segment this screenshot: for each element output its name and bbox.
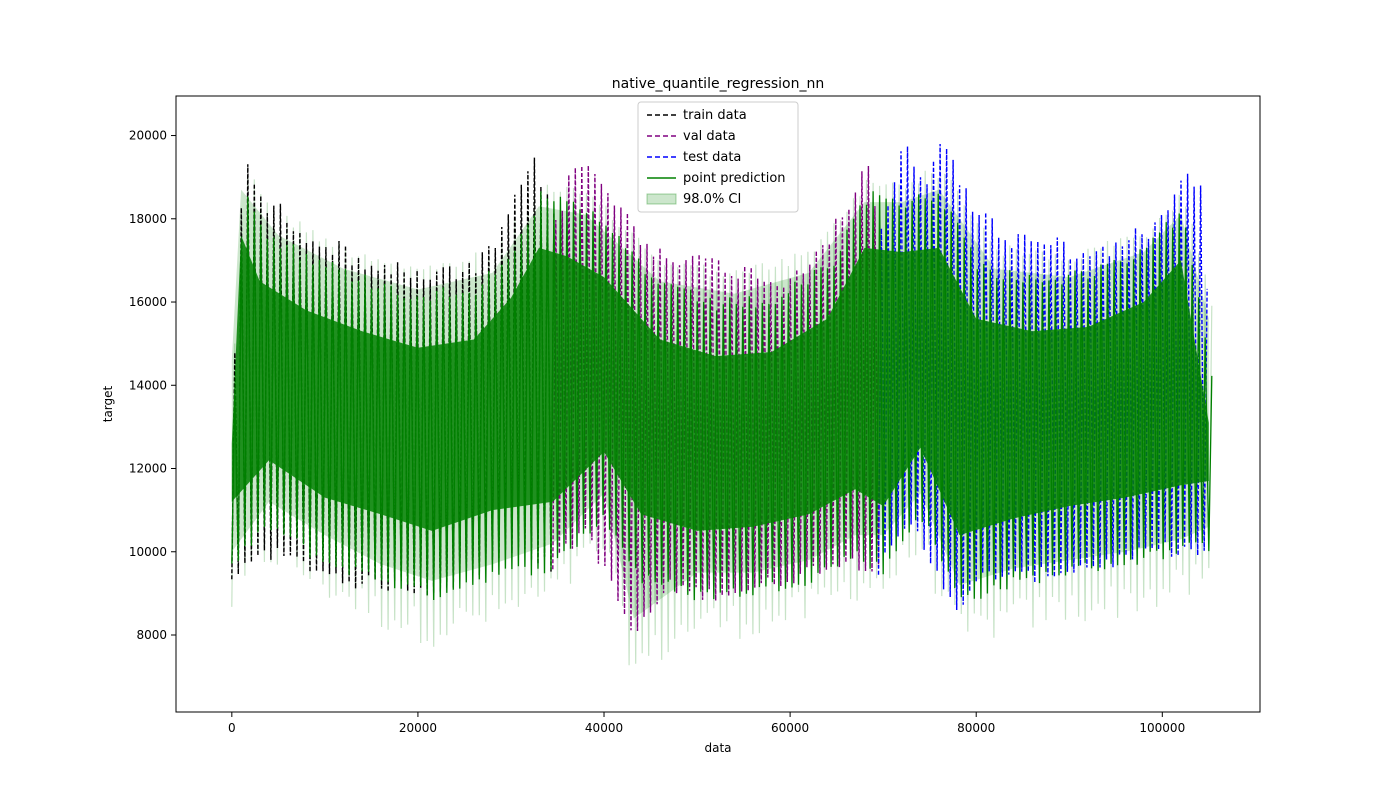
- legend-label: 98.0% CI: [683, 192, 741, 207]
- y-axis: 8000 10000 12000 14000 16000 18000 20000: [129, 129, 176, 642]
- x-tick-label: 20000: [399, 721, 437, 735]
- legend-label: train data: [683, 108, 747, 123]
- x-tick-label: 100000: [1139, 721, 1185, 735]
- x-tick-label: 0: [228, 721, 236, 735]
- x-tick-label: 80000: [957, 721, 995, 735]
- legend-item: point prediction: [647, 171, 786, 186]
- y-axis-label: target: [101, 385, 115, 422]
- plot-area: [231, 143, 1213, 666]
- chart-title: native_quantile_regression_nn: [612, 76, 825, 92]
- legend-item: val data: [647, 129, 736, 144]
- series-test-data: [877, 143, 1208, 611]
- legend-swatch: [646, 193, 677, 205]
- legend-item: train data: [647, 108, 747, 123]
- x-tick-label: 40000: [585, 721, 623, 735]
- x-tick-label: 60000: [771, 721, 809, 735]
- legend-box: [637, 101, 799, 213]
- legend-label: val data: [683, 129, 736, 144]
- y-tick-label: 8000: [136, 628, 167, 642]
- y-tick-label: 10000: [129, 545, 167, 559]
- legend-label: point prediction: [683, 171, 786, 186]
- y-tick-label: 20000: [129, 129, 167, 143]
- y-tick-label: 12000: [129, 462, 167, 476]
- y-tick-label: 16000: [129, 295, 167, 309]
- series-point-prediction-core: [231, 235, 1209, 536]
- y-tick-label: 18000: [129, 212, 167, 226]
- legend-item: 98.0% CI: [646, 192, 741, 207]
- legend-label: test data: [683, 150, 741, 165]
- y-tick-label: 14000: [129, 378, 167, 392]
- legend: train data val data test data point predict…: [637, 101, 799, 213]
- legend-item: test data: [647, 150, 741, 165]
- x-axis-label: data: [704, 741, 731, 755]
- x-axis: 0 20000 40000 60000 80000 100000: [228, 712, 1185, 735]
- plot-frame: [175, 95, 1261, 713]
